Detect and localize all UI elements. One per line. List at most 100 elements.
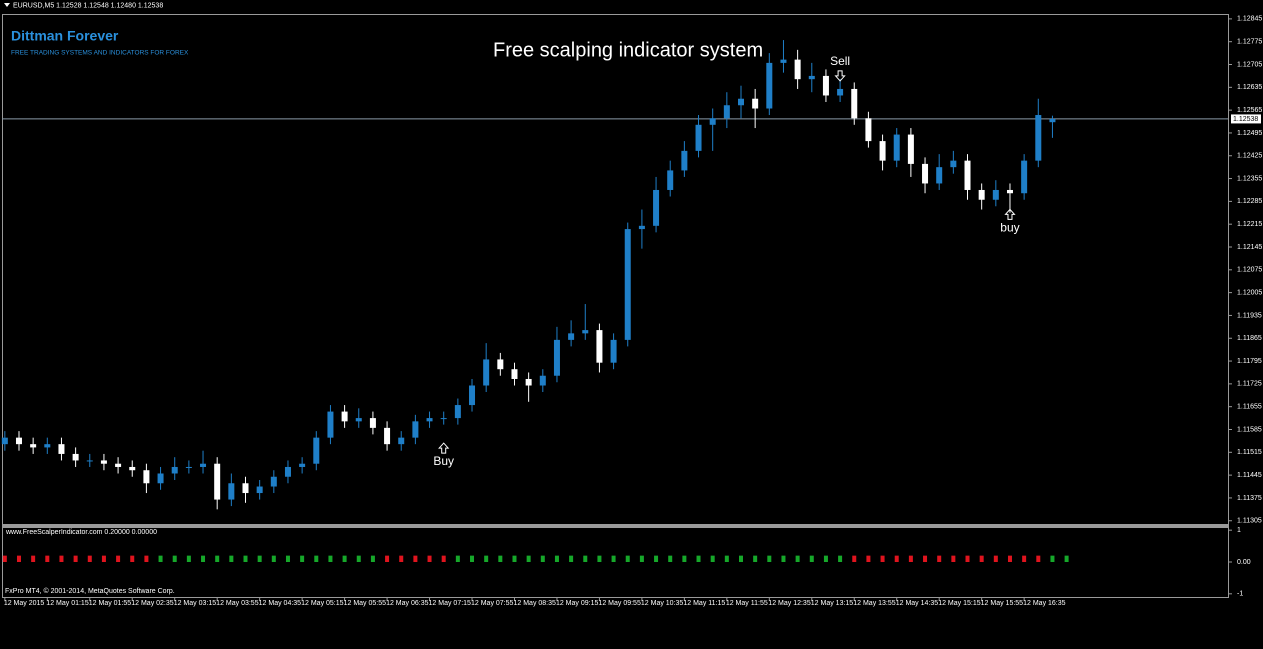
candle-body	[794, 59, 801, 80]
candle-body	[553, 339, 560, 376]
signal-bar	[385, 555, 390, 562]
x-tick-label: 12 May 02:35	[131, 600, 174, 607]
y-tick-label: 1.12005	[1237, 289, 1262, 296]
candle-body	[893, 134, 900, 161]
y-tick-label: 1.11445	[1237, 472, 1262, 479]
y-tick-label: 1.12705	[1237, 61, 1262, 68]
signal-bar	[31, 555, 36, 562]
candle-body	[511, 369, 518, 379]
x-tick-label: 12 May 15:15	[938, 600, 981, 607]
signal-bar	[73, 555, 78, 562]
signal-bar	[243, 555, 248, 562]
signal-bar	[342, 555, 347, 562]
candle-body	[1021, 160, 1028, 194]
signal-bar	[554, 555, 559, 562]
x-tick-label: 12 May 04:35	[259, 600, 302, 607]
candle-body	[327, 411, 334, 438]
candle-body	[398, 437, 405, 445]
x-tick-label: 12 May 13:15	[811, 600, 854, 607]
x-tick-label: 12 May 16:35	[1023, 600, 1066, 607]
candle-body	[1006, 189, 1013, 194]
candle-body	[270, 476, 277, 487]
signal-bar	[866, 555, 871, 562]
y-tick-label: 1.12495	[1237, 130, 1262, 137]
candle-body	[355, 418, 362, 422]
signal-bar	[937, 555, 942, 562]
candle-body	[539, 375, 546, 386]
candle-body	[256, 486, 263, 494]
candle-body	[992, 189, 999, 200]
signal-bar	[951, 555, 956, 562]
x-tick-label: 12 May 11:55	[726, 600, 768, 607]
candle-body	[582, 330, 589, 334]
signal-bar	[158, 555, 163, 562]
candle-body	[525, 378, 532, 386]
signal-bar	[356, 555, 361, 562]
candle-body	[568, 333, 575, 340]
signal-bar	[965, 555, 970, 562]
signal-bar	[370, 555, 375, 562]
signal-bar	[498, 555, 503, 562]
x-tick-label: 12 May 03:15	[174, 600, 217, 607]
candle-body	[497, 359, 504, 370]
signal-bar	[1050, 555, 1055, 562]
x-tick-label: 12 May 05:15	[301, 600, 344, 607]
signal-bar	[87, 555, 92, 562]
y-tick-label: 1.12355	[1237, 175, 1262, 182]
y-tick-label: 1.12215	[1237, 221, 1262, 228]
x-tick-label: 12 May 03:55	[216, 600, 259, 607]
y-tick-label: 1.11655	[1237, 404, 1262, 411]
candle-body	[341, 411, 348, 422]
signal-bar	[116, 555, 121, 562]
y-tick-label: 1.12775	[1237, 39, 1262, 46]
signal-bar	[470, 555, 475, 562]
brand: Dittman Forever	[11, 28, 119, 44]
candle-body	[723, 105, 730, 119]
candle-body	[129, 466, 136, 471]
candle-body	[284, 466, 291, 477]
signal-bar	[285, 555, 290, 562]
candle-body	[808, 75, 815, 80]
candle-body	[978, 189, 985, 200]
signal-bar	[1022, 555, 1027, 562]
y-tick-label: 1.11795	[1237, 358, 1262, 365]
candle-body	[822, 75, 829, 96]
x-tick-label: 12 May 06:35	[386, 600, 429, 607]
signal-label: buy	[1000, 221, 1019, 235]
candle-body	[171, 466, 178, 474]
candle-body	[752, 98, 759, 109]
x-tick-label: 12 May 08:35	[513, 600, 556, 607]
candle-body	[30, 444, 37, 448]
sub-y-tick-label: 0.00	[1237, 559, 1251, 566]
candle-body	[851, 88, 858, 119]
signal-bar	[2, 555, 7, 562]
signal-bar	[597, 555, 602, 562]
signal-bar	[738, 555, 743, 562]
candle-body	[86, 460, 93, 462]
signal-label: Buy	[433, 454, 454, 468]
y-tick-label: 1.11585	[1237, 426, 1262, 433]
x-tick-label: 12 May 14:35	[896, 600, 939, 607]
candle-body	[922, 163, 929, 184]
signal-bar	[993, 555, 998, 562]
y-tick-label: 1.11725	[1237, 381, 1262, 388]
signal-bar	[130, 555, 135, 562]
y-tick-label: 1.11305	[1237, 518, 1262, 525]
candle-body	[950, 160, 957, 168]
chart-title: Free scalping indicator system	[493, 39, 763, 61]
candle-body	[412, 421, 419, 438]
candle-body	[596, 330, 603, 363]
candle-body	[440, 418, 447, 420]
signal-bar	[540, 555, 545, 562]
candle-body	[72, 453, 79, 461]
y-tick-label: 1.12075	[1237, 267, 1262, 274]
signal-bar	[314, 555, 319, 562]
signal-bar	[781, 555, 786, 562]
tagline: FREE TRADING SYSTEMS AND INDICATORS FOR …	[11, 50, 189, 57]
signal-bar	[1036, 555, 1041, 562]
candle-body	[185, 466, 192, 468]
candle-body	[1, 437, 8, 445]
signal-bar	[639, 555, 644, 562]
candle-body	[837, 88, 844, 96]
